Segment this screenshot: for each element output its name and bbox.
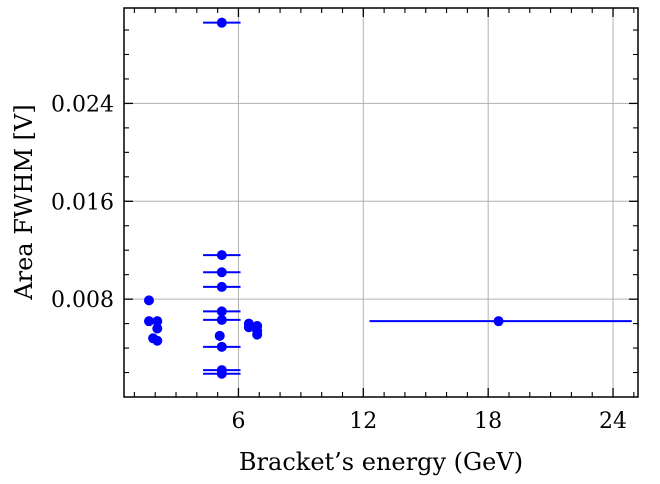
grid-lines	[124, 8, 638, 397]
x-tick-label: 24	[599, 409, 627, 434]
data-point	[216, 368, 227, 379]
data-point	[216, 341, 227, 352]
x-tick-label: 12	[349, 409, 377, 434]
data-point	[152, 316, 163, 327]
data-point	[214, 330, 225, 341]
tick-labels: 6 12 18 24 0.008 0.016 0.024	[51, 92, 627, 434]
y-tick-label: 0.024	[51, 92, 114, 117]
y-axis-label: Area FWHM [V]	[10, 104, 38, 300]
data-point	[243, 322, 254, 333]
data-point	[252, 329, 263, 340]
data-point	[152, 323, 163, 334]
data-points	[143, 17, 632, 379]
data-point	[152, 335, 163, 346]
data-point	[216, 281, 227, 292]
plot-frame	[123, 7, 639, 398]
data-point	[143, 295, 154, 306]
data-point	[493, 316, 504, 327]
data-point	[216, 306, 227, 317]
x-axis-label: Bracket’s energy (GeV)	[239, 448, 523, 476]
x-tick-label: 6	[231, 409, 245, 434]
data-point	[216, 250, 227, 261]
data-point	[143, 316, 154, 327]
data-point	[216, 314, 227, 325]
x-tick-label: 18	[474, 409, 502, 434]
data-point	[216, 267, 227, 278]
data-point	[216, 17, 227, 28]
axis-ticks	[124, 8, 638, 397]
y-tick-label: 0.016	[51, 190, 114, 215]
y-tick-label: 0.008	[51, 288, 114, 313]
